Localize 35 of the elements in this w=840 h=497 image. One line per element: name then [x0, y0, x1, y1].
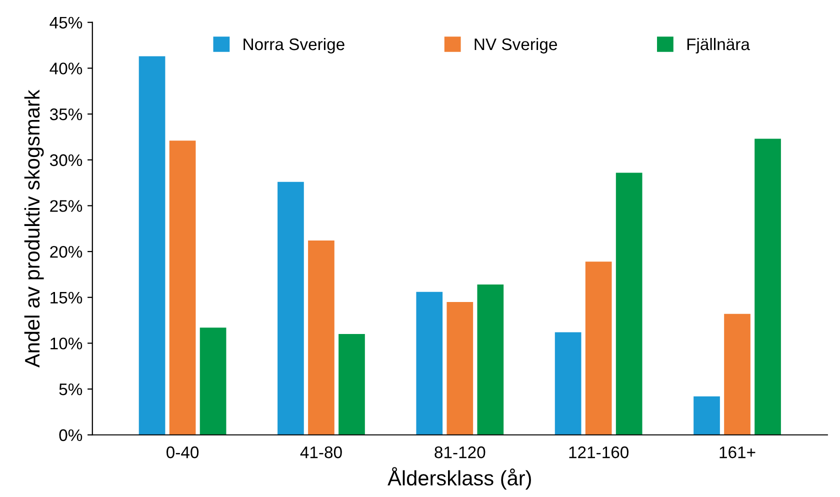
y-axis-title: Andel av produktiv skogsmark — [24, 90, 44, 368]
bar — [554, 332, 582, 435]
x-axis-title: Åldersklass (år) — [388, 467, 531, 490]
bar — [754, 138, 781, 435]
x-tick-label: 161+ — [720, 446, 756, 458]
legend-label: NV Sverige — [474, 38, 557, 54]
bar — [724, 314, 750, 435]
y-tick-label: 5% — [59, 384, 82, 396]
y-tick-label: 20% — [50, 246, 82, 258]
bar — [308, 240, 334, 435]
y-tick-label: 25% — [50, 200, 82, 212]
y-tick-label: 10% — [50, 338, 82, 350]
bar — [694, 396, 720, 435]
y-tick-label: 15% — [50, 292, 82, 304]
bar — [200, 328, 226, 435]
bar — [416, 292, 443, 435]
legend-label: Fjällnära — [687, 38, 750, 54]
bar — [278, 182, 304, 435]
y-tick-label: 0% — [59, 429, 82, 442]
bar — [477, 284, 504, 435]
y-tick-label: 35% — [50, 108, 82, 120]
x-tick-label: 121-160 — [569, 446, 629, 458]
legend-label: Norra Sverige — [244, 38, 344, 54]
bar — [616, 172, 642, 435]
x-tick-label: 0-40 — [166, 446, 199, 458]
bar — [138, 56, 166, 435]
y-tick-label: 40% — [50, 62, 82, 74]
y-tick-label: 45% — [50, 16, 82, 29]
x-tick-label: 81-120 — [434, 446, 486, 458]
bar — [169, 140, 196, 435]
bar — [338, 334, 365, 435]
y-tick-label: 30% — [50, 154, 82, 166]
bar — [446, 302, 474, 435]
x-tick-label: 41-80 — [300, 446, 342, 458]
bar — [585, 262, 612, 435]
